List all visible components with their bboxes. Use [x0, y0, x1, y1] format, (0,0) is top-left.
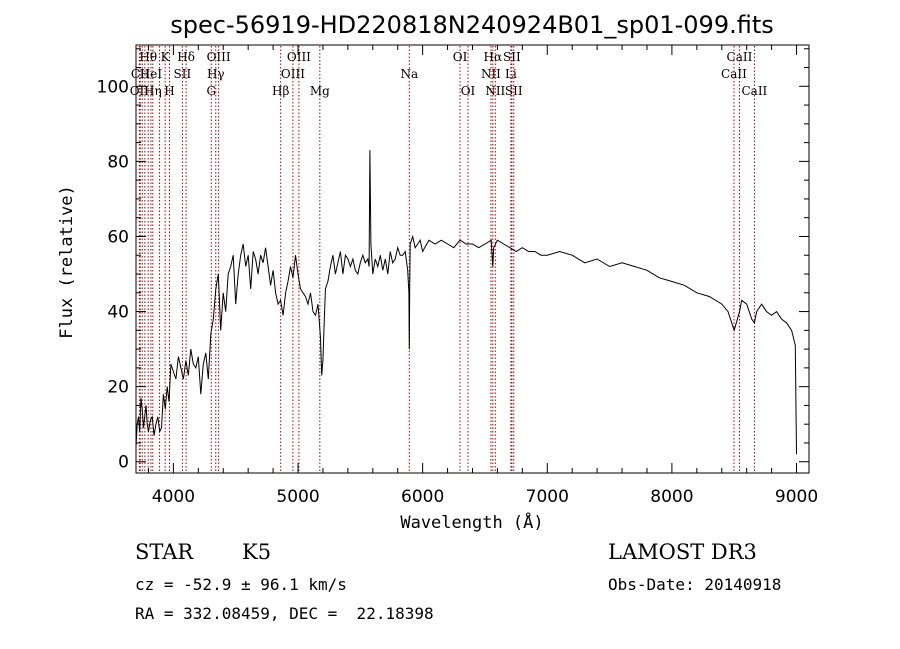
object-class: STAR [135, 540, 194, 564]
survey-release: LAMOST DR3 [608, 540, 757, 564]
x-tick-label-6000: 6000 [401, 487, 444, 507]
line-label-23: Hα [484, 50, 503, 64]
line-label-28: CaII [721, 67, 747, 81]
y-axis-label: Flux (relative) [57, 185, 77, 339]
line-label-8: K [161, 50, 171, 64]
line-label-11: Hδ [177, 50, 195, 64]
redshift-text: cz = -52.9 ± 96.1 km/s [135, 575, 347, 594]
x-axis-ticks: 4000 5000 6000 7000 8000 9000 [147, 45, 818, 507]
spectrum-line [135, 150, 797, 455]
line-label-9: H [164, 84, 174, 98]
line-label-26: SII [503, 50, 521, 64]
line-label-16: OIII [281, 67, 305, 81]
x-tick-label-9000: 9000 [775, 487, 818, 507]
line-label-29: CaII [727, 50, 753, 64]
line-label-14: OIII [207, 50, 231, 64]
spectral-line-markers [138, 46, 755, 472]
x-tick-label-7000: 7000 [526, 487, 569, 507]
spectral-line-labels: OIICIIHθHeIHηKHSIIHδGHγOIIIHβOIIIOIIIMgN… [130, 50, 768, 98]
line-label-30: CaII [741, 84, 767, 98]
y-tick-label-100: 100 [97, 77, 129, 97]
line-label-12: G [206, 84, 216, 98]
y-tick-label-0: 0 [118, 453, 129, 473]
x-tick-label-5000: 5000 [276, 487, 319, 507]
y-axis-ticks: 0 20 40 60 80 100 [97, 48, 809, 473]
line-label-25: Li [505, 67, 517, 81]
line-label-24: NII [485, 84, 505, 98]
line-label-22: NII [481, 67, 501, 81]
chart-title: spec-56919-HD220818N240924B01_sp01-099.f… [170, 11, 774, 39]
line-label-20: OI [453, 50, 468, 64]
subclass: K5 [242, 540, 271, 564]
obs-date-text: Obs-Date: 20140918 [608, 575, 781, 594]
y-tick-label-40: 40 [107, 303, 129, 323]
line-label-21: OI [461, 84, 476, 98]
line-label-0: OII [130, 84, 150, 98]
coordinates-text: RA = 332.08459, DEC = 22.18398 [135, 604, 434, 623]
line-label-5: HeI [140, 67, 163, 81]
plot-frame [135, 44, 810, 474]
x-tick-label-4000: 4000 [152, 487, 195, 507]
x-axis-label: Wavelength (Å) [400, 511, 543, 533]
y-tick-label-80: 80 [107, 152, 129, 172]
line-label-4: Hθ [139, 50, 157, 64]
line-label-6: Hη [144, 84, 162, 98]
line-label-19: Na [400, 67, 418, 81]
y-tick-label-60: 60 [107, 227, 129, 247]
line-label-15: Hβ [272, 84, 289, 98]
line-label-17: OIII [287, 50, 311, 64]
line-label-27: SII [505, 84, 523, 98]
y-tick-label-20: 20 [107, 378, 129, 398]
line-label-18: Mg [310, 84, 330, 98]
x-tick-label-8000: 8000 [650, 487, 693, 507]
line-label-13: Hγ [207, 67, 225, 81]
line-label-10: SII [174, 67, 192, 81]
